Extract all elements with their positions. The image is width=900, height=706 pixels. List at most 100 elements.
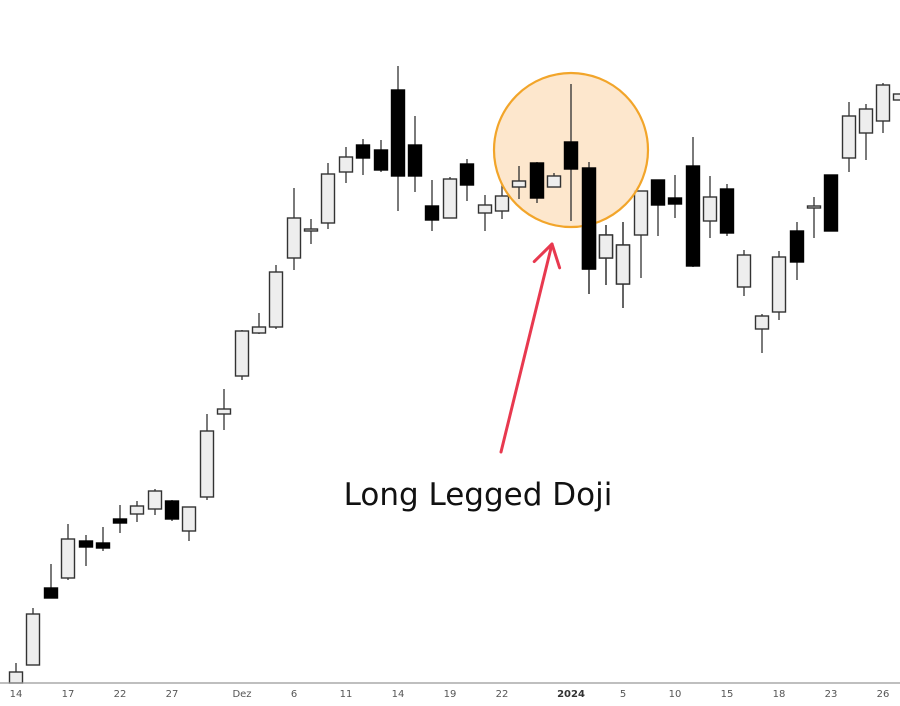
candle	[112, 505, 128, 533]
candle	[823, 174, 839, 232]
arrow-shaft	[499, 242, 554, 454]
candle-body-bearish	[43, 587, 59, 599]
candle	[320, 163, 336, 229]
candle	[199, 414, 215, 500]
candle	[407, 116, 423, 192]
x-tick-label: 6	[291, 689, 297, 700]
candle	[841, 102, 857, 172]
x-tick-label: 5	[620, 689, 626, 700]
candle	[25, 608, 41, 666]
candle-body-bearish	[529, 162, 545, 199]
candle	[667, 175, 683, 218]
candle-body-bullish	[234, 330, 250, 377]
candle	[719, 184, 735, 236]
candle-body-bearish	[355, 144, 371, 159]
candle-body-bullish	[598, 234, 614, 259]
candle-body-bullish	[736, 254, 752, 288]
candle-highlighted	[563, 84, 579, 221]
candle	[78, 535, 94, 566]
candle-body-bearish	[390, 89, 406, 177]
candle-highlighted	[546, 173, 562, 188]
candle	[875, 83, 891, 133]
candle-body-bullish	[268, 271, 284, 328]
candle-body-bullish	[181, 506, 197, 532]
candle	[633, 190, 649, 278]
x-tick-label: 15	[721, 689, 734, 700]
candle-body-bearish	[581, 167, 597, 270]
candle	[303, 219, 319, 244]
candle-body-bullish	[320, 173, 336, 224]
x-tick-label: 19	[444, 689, 457, 700]
x-tick-label: 14	[392, 689, 405, 700]
candle	[43, 564, 59, 599]
candle-body-bearish	[563, 141, 579, 170]
x-tick-label: 27	[166, 689, 179, 700]
candle-body-bearish	[424, 205, 440, 221]
candle-body-bullish	[338, 156, 354, 173]
x-tick-label: 10	[669, 689, 682, 700]
x-tick-label: 22	[114, 689, 127, 700]
candle-body-bullish	[875, 84, 891, 122]
candle	[164, 500, 180, 521]
candle	[754, 314, 770, 353]
candle-body-bearish	[95, 542, 111, 549]
candle-body-bullish	[8, 671, 24, 684]
candle	[442, 177, 458, 219]
candle-body-bullish	[442, 178, 458, 219]
candle-body-bullish	[511, 180, 527, 188]
candle	[216, 389, 232, 430]
candle	[60, 524, 76, 580]
candle-body-bullish	[251, 326, 267, 334]
candle	[858, 104, 874, 160]
candle-body-bearish	[685, 165, 701, 267]
x-tick-label: 18	[773, 689, 786, 700]
candle-body-bearish	[78, 540, 94, 548]
candle-body-bearish	[650, 179, 666, 206]
candle	[251, 313, 267, 334]
candle-body-bullish	[892, 93, 900, 101]
x-tick-label: Dez	[232, 689, 251, 700]
x-tick-label: 2024	[557, 689, 585, 700]
candle	[685, 137, 701, 267]
candle	[355, 139, 371, 175]
candle	[373, 140, 389, 172]
candle	[477, 195, 493, 231]
candle-body-bearish	[407, 144, 423, 177]
candle-highlighted	[615, 222, 631, 308]
candle-body-bearish	[667, 197, 683, 205]
candle-body-bullish	[129, 505, 145, 515]
x-tick-label: 11	[340, 689, 353, 700]
candle-highlighted	[511, 166, 527, 199]
candle	[650, 179, 666, 236]
candle	[789, 222, 805, 280]
candle-body-bullish	[702, 196, 718, 222]
candle-highlighted	[529, 162, 545, 203]
candle	[494, 184, 510, 219]
candle	[424, 180, 440, 231]
candle	[268, 265, 284, 329]
x-tick-label: 22	[496, 689, 509, 700]
candle-body-bearish	[459, 163, 475, 186]
candle-body-bullish	[147, 490, 163, 510]
candle-body-bullish	[199, 430, 215, 498]
x-tick-label: 14	[10, 689, 23, 700]
x-tick-label: 23	[825, 689, 838, 700]
candle	[147, 489, 163, 515]
candle-body-bearish	[164, 500, 180, 520]
annotation-arrow	[499, 242, 562, 454]
candle-body-bullish	[25, 613, 41, 666]
candle-body-bullish	[771, 256, 787, 313]
candle-body-bullish	[216, 408, 232, 415]
candle-body-bullish	[633, 190, 649, 236]
candle-body-bearish	[112, 518, 128, 524]
candle-highlighted	[581, 162, 597, 294]
candle	[338, 147, 354, 183]
candle	[129, 501, 145, 522]
arrow-head	[532, 242, 562, 270]
candle-body-bullish	[841, 115, 857, 159]
candle	[181, 506, 197, 541]
candle	[286, 188, 302, 270]
candle	[806, 197, 822, 238]
candle-body-bullish	[806, 205, 822, 209]
